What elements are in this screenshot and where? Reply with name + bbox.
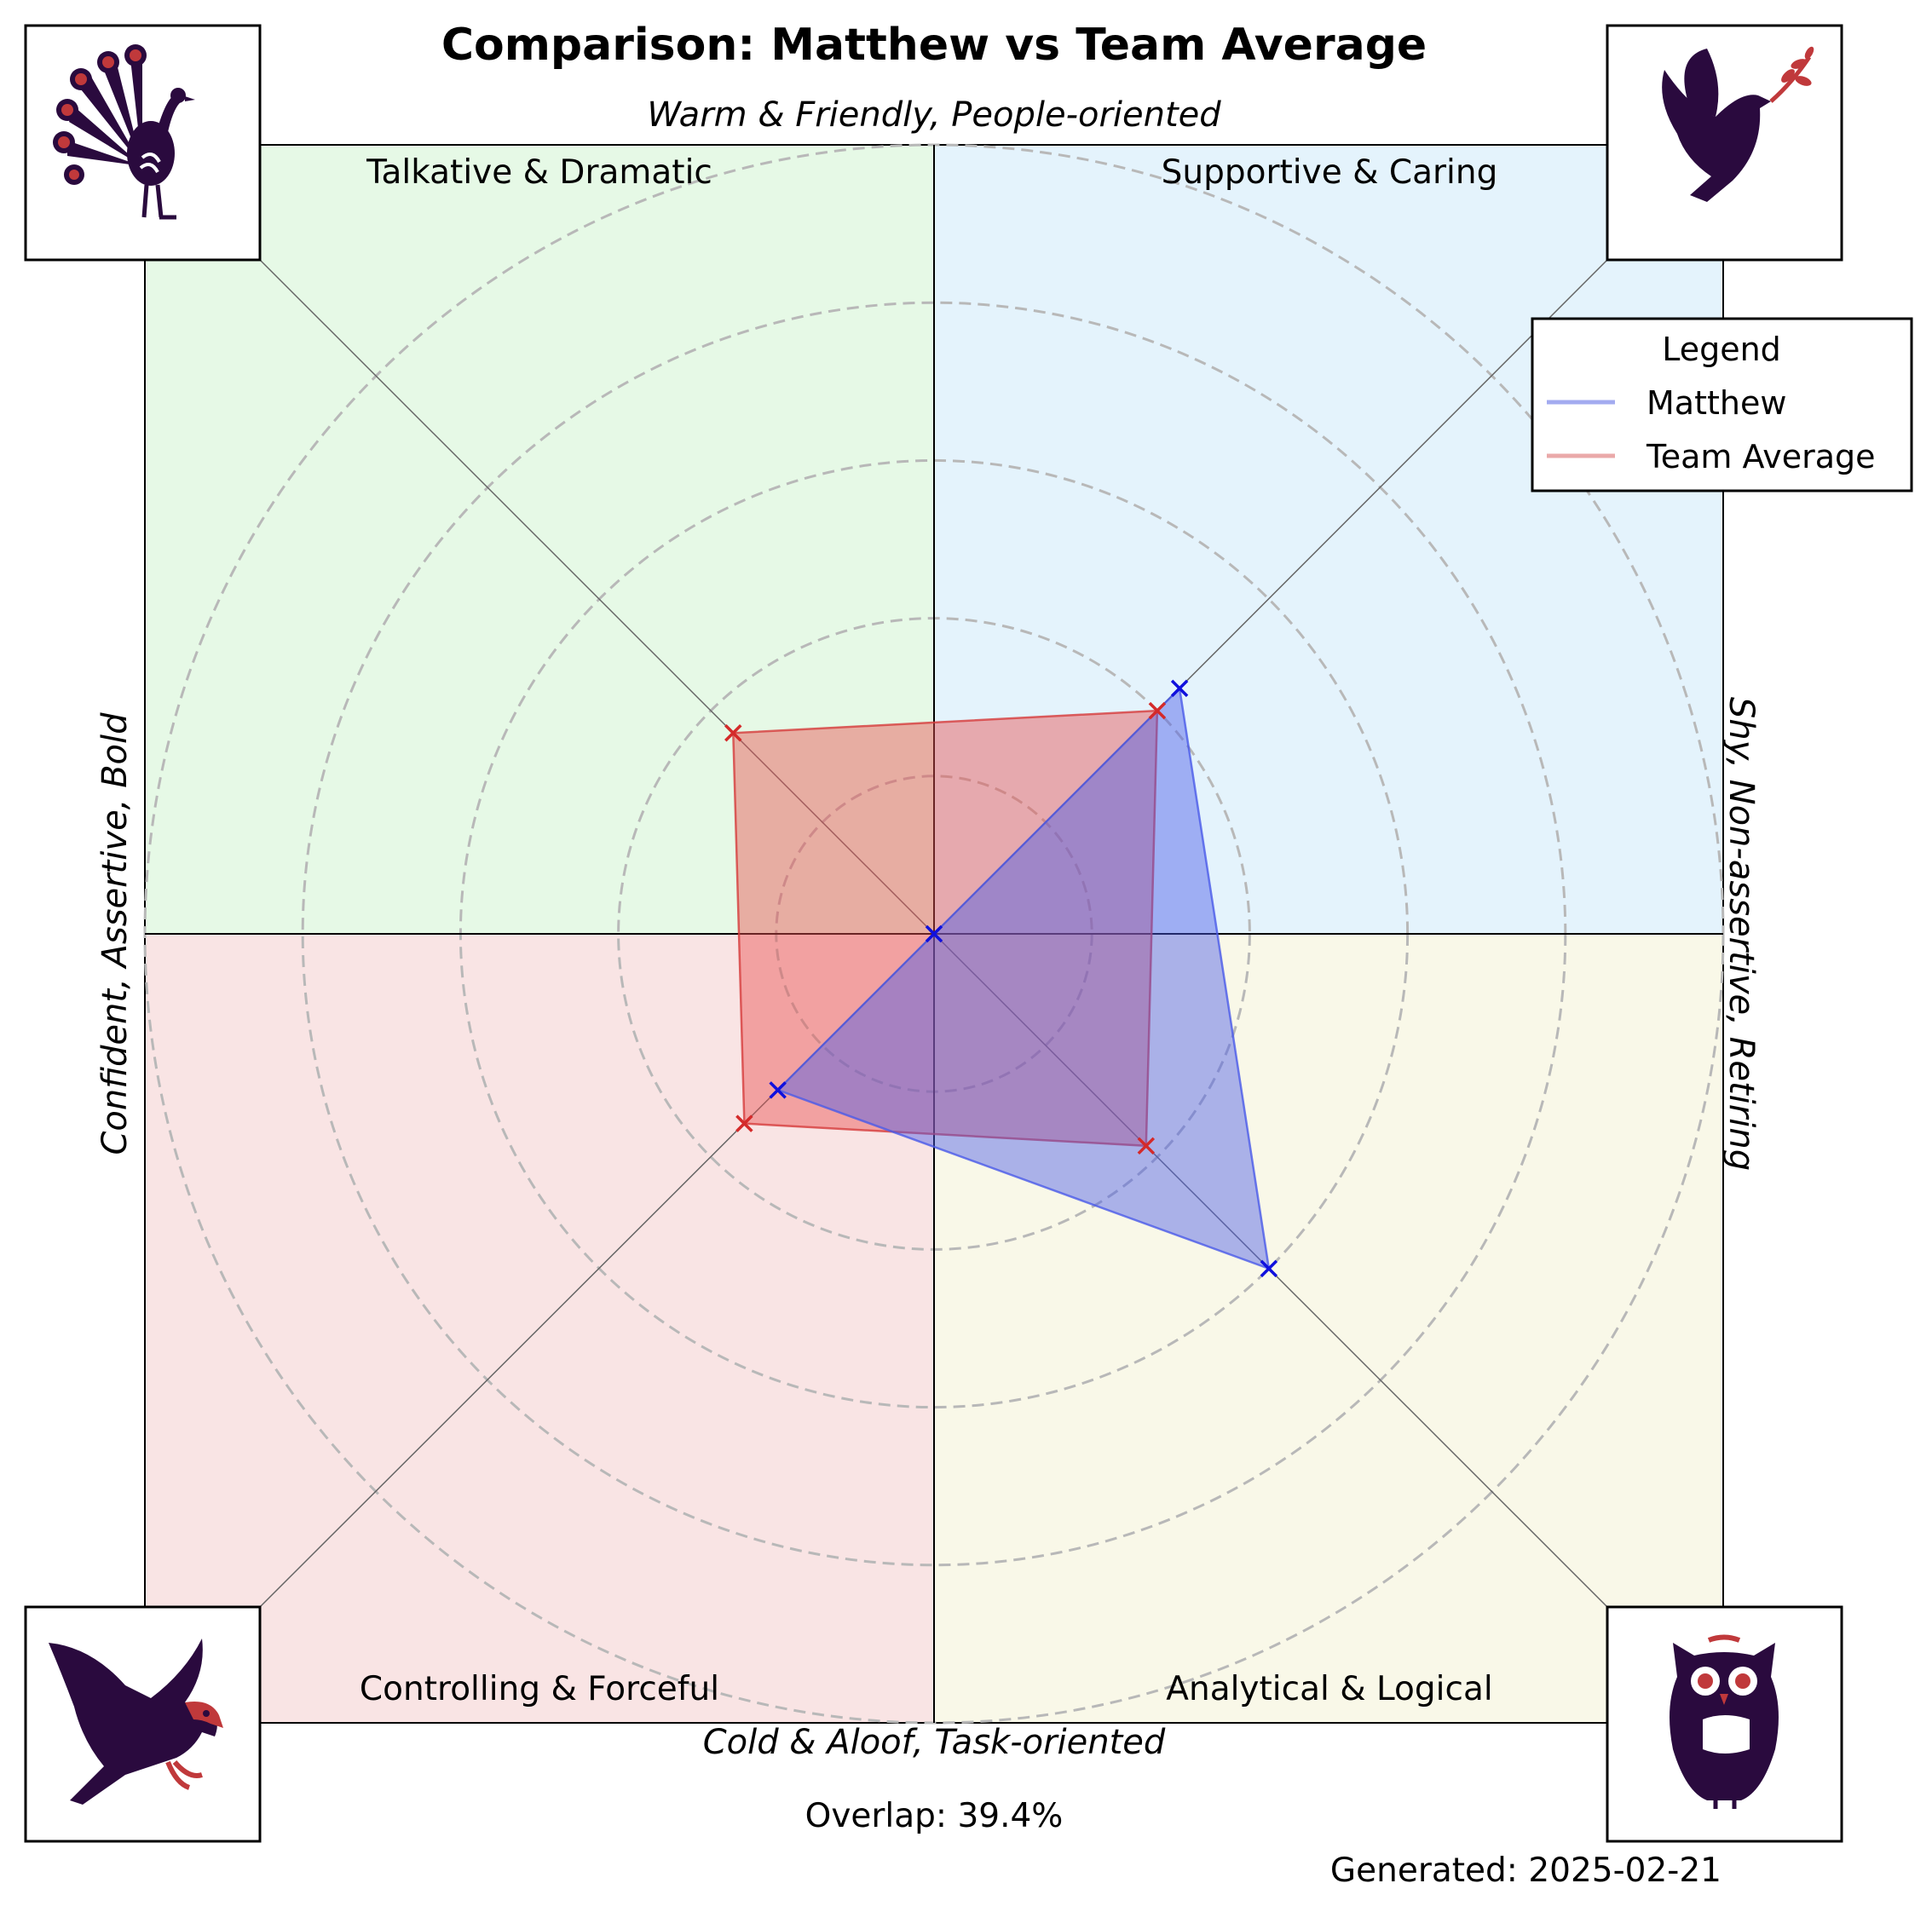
left-axis-label: Confident, Assertive, Bold: [95, 712, 135, 1155]
marker-stroke: [735, 1114, 753, 1132]
data-point-matthew: [1260, 1259, 1278, 1278]
eagle-icon: [24, 1605, 262, 1843]
data-point-team-average: [1137, 1137, 1156, 1155]
legend-label-team-average: Team Average: [1646, 438, 1876, 475]
marker-stroke: [1170, 679, 1189, 698]
marker-stroke: [1137, 1137, 1156, 1155]
legend-box: [1531, 317, 1913, 492]
spoke-top-left: [259, 259, 935, 935]
peacock-icon: [24, 24, 262, 262]
data-point-team-average: [724, 724, 742, 742]
marker-stroke: [1260, 1259, 1278, 1278]
top-axis-label: Warm & Friendly, People-oriented: [647, 95, 1221, 135]
marker-stroke: [724, 724, 742, 742]
marker-stroke: [1148, 701, 1167, 720]
overlap-annotation: Overlap: 39.4%: [805, 1797, 1064, 1835]
data-point-team-average: [735, 1114, 753, 1132]
bottom-axis-label: Cold & Aloof, Task-oriented: [703, 1723, 1166, 1762]
legend: Legend Matthew Team Average: [1531, 317, 1913, 492]
dove-icon: [1606, 24, 1843, 262]
data-point-team-average: [1148, 701, 1167, 720]
quadrant-label-bottom-left: Controlling & Forceful: [360, 1670, 719, 1708]
data-point-matthew: [925, 924, 943, 943]
marker-stroke: [769, 1081, 787, 1099]
legend-label-matthew: Matthew: [1647, 384, 1786, 422]
right-axis-label: Shy, Non-assertive, Retiring: [1721, 697, 1761, 1171]
quadrant-label-top-left: Talkative & Dramatic: [366, 153, 712, 192]
quadrant-label-top-right: Supportive & Caring: [1162, 153, 1498, 192]
owl-icon: [1606, 1605, 1843, 1843]
marker-stroke: [925, 924, 943, 943]
chart-title: Comparison: Matthew vs Team Average: [441, 20, 1427, 71]
data-point-matthew: [1170, 679, 1189, 698]
data-point-matthew: [769, 1081, 787, 1099]
generated-annotation: Generated: 2025-02-21: [1330, 1852, 1721, 1890]
quadrant-label-bottom-right: Analytical & Logical: [1166, 1670, 1492, 1708]
legend-title: Legend: [1662, 331, 1781, 368]
